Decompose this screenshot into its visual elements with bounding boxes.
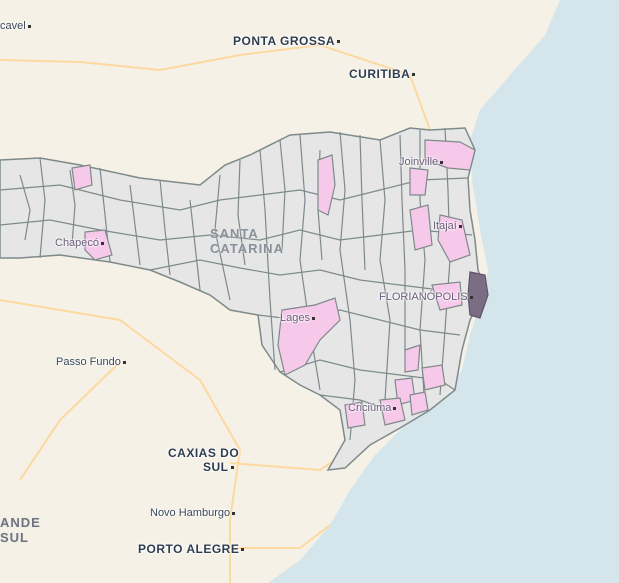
state-rio-grande-do-sul: ANDE SUL — [0, 515, 41, 545]
city-curitiba: CURITIBA — [349, 67, 416, 81]
ocean — [268, 0, 619, 583]
city-passo-fundo: Passo Fundo — [56, 356, 126, 368]
city-caxias-do-sul: CAXIAS DO SUL — [168, 446, 240, 474]
city-chapeco: Chapecó — [55, 237, 105, 249]
city-novo-hamburgo: Novo Hamburgo — [150, 507, 236, 519]
city-ponta-grossa: PONTA GROSSA — [233, 34, 341, 48]
state-label: SANTA CATARINA — [210, 226, 284, 256]
city-porto-alegre: PORTO ALEGRE — [138, 542, 245, 556]
city-lages: Lages — [280, 312, 315, 324]
florianopolis-island — [467, 271, 489, 319]
city-joinville: Joinville — [399, 156, 444, 168]
city-florianopolis: FLORIANÓPOLIS — [379, 291, 473, 303]
city-itajai: Itajaí — [433, 220, 462, 232]
city-cascavel: cavel — [0, 20, 31, 32]
city-criciuma: Criciúma — [348, 402, 397, 414]
highlighted-municipalities — [71, 139, 476, 429]
